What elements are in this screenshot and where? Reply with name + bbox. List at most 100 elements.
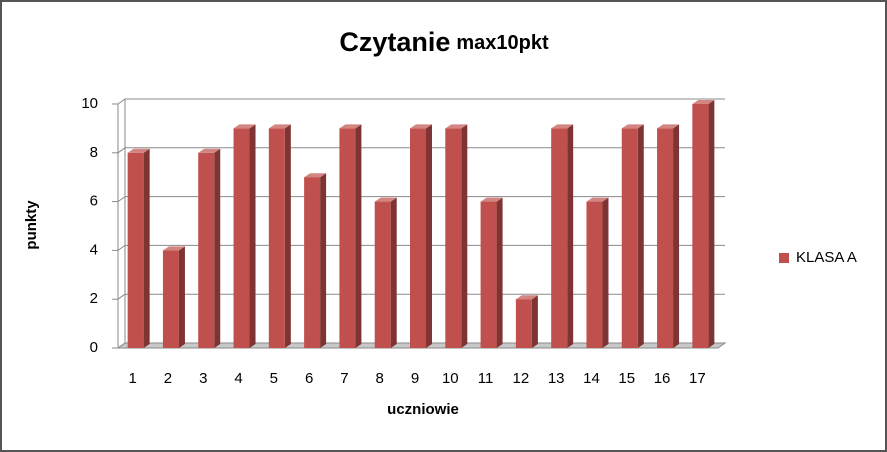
- title-main: Czytanie: [339, 27, 450, 57]
- bar: [198, 148, 221, 348]
- bar-front: [410, 128, 426, 348]
- x-tick-label: 13: [548, 370, 565, 387]
- bar-top: [586, 197, 609, 202]
- x-tick-label: 9: [411, 370, 419, 387]
- bar: [515, 295, 538, 348]
- bar-side: [602, 197, 609, 348]
- bar-front: [657, 128, 674, 348]
- bar: [480, 197, 503, 348]
- y-tick-label: 10: [81, 95, 98, 112]
- bar: [692, 100, 715, 348]
- bar: [586, 197, 609, 348]
- bar-top: [268, 124, 291, 129]
- bar-side: [496, 197, 503, 348]
- bar: [339, 124, 362, 349]
- bar-top: [445, 124, 468, 129]
- x-tick-label: 12: [513, 370, 530, 387]
- bar-side: [355, 124, 362, 349]
- bar-top: [162, 246, 185, 251]
- x-tick-label: 14: [583, 370, 600, 387]
- x-tick-label: 7: [340, 370, 348, 387]
- bar-top: [657, 124, 680, 129]
- bar-side: [178, 246, 185, 348]
- bar: [657, 124, 680, 349]
- x-tick-label: 6: [305, 370, 313, 387]
- x-tick-label: 3: [199, 370, 207, 387]
- bar-front: [374, 201, 391, 348]
- y-axis-title: punkty: [23, 200, 40, 250]
- y-tick-label: 4: [90, 241, 98, 258]
- bar-side: [390, 197, 397, 348]
- x-tick-label: 1: [128, 370, 136, 387]
- bar-top: [692, 100, 715, 104]
- x-tick-label: 17: [689, 370, 706, 387]
- bar: [162, 246, 185, 348]
- bar: [445, 124, 468, 349]
- bar-side: [567, 124, 574, 349]
- x-tick-label: 5: [270, 370, 278, 387]
- bar-top: [410, 124, 432, 129]
- bar-side: [143, 148, 150, 348]
- y-tick-label: 6: [90, 193, 98, 210]
- bar-top: [515, 295, 538, 300]
- bar-side: [426, 124, 432, 349]
- bar-front: [515, 299, 532, 348]
- grid-line-diag: [117, 196, 126, 203]
- bar: [233, 124, 256, 349]
- bar-front: [162, 250, 179, 348]
- bar-top: [233, 124, 256, 129]
- bar-top: [198, 148, 221, 153]
- grid-line-diag: [117, 293, 126, 300]
- bar-front: [445, 128, 462, 348]
- bar-front: [198, 152, 215, 348]
- bar-top: [374, 197, 397, 202]
- bar-front: [268, 128, 285, 348]
- bar-top: [480, 197, 503, 202]
- bar-front: [551, 128, 568, 348]
- bar-front: [233, 128, 250, 348]
- bar: [374, 197, 397, 348]
- bar: [410, 124, 432, 349]
- grid-line-diag: [117, 244, 126, 251]
- bar-front: [127, 152, 144, 348]
- bar-top: [339, 124, 362, 129]
- bar-side: [214, 148, 221, 348]
- title-sub: max10pkt: [456, 32, 549, 54]
- bar: [304, 173, 327, 348]
- bar-side: [249, 124, 256, 349]
- bar: [621, 124, 644, 349]
- bar-side: [673, 124, 680, 349]
- bar-top: [304, 173, 327, 178]
- grid-line-diag: [117, 147, 126, 154]
- bar-side: [320, 173, 327, 348]
- bar-side: [284, 124, 291, 349]
- bar-front: [304, 177, 321, 348]
- x-tick-label: 16: [654, 370, 671, 387]
- x-tick-label: 2: [164, 370, 172, 387]
- bar-front: [480, 201, 497, 348]
- bar-side: [637, 124, 644, 349]
- x-tick-label: 8: [376, 370, 384, 387]
- x-tick-label: 4: [234, 370, 242, 387]
- x-axis-title: uczniowie: [387, 401, 459, 418]
- bar: [551, 124, 574, 349]
- bar-front: [621, 128, 638, 348]
- legend-swatch: [779, 253, 789, 263]
- grid-line-diag: [117, 98, 126, 105]
- y-tick-label: 2: [90, 290, 98, 307]
- y-tick-label: 8: [90, 144, 98, 161]
- bar-top: [551, 124, 574, 129]
- bar-side: [461, 124, 468, 349]
- bar-front: [586, 201, 603, 348]
- x-tick-label: 11: [478, 370, 494, 387]
- bar-front: [692, 104, 709, 348]
- chart-title: Czytanie max10pkt: [339, 27, 549, 57]
- bar: [268, 124, 291, 349]
- grid-line-diag: [117, 342, 126, 349]
- legend-label: KLASA A: [796, 249, 857, 266]
- y-tick-label: 0: [90, 339, 98, 356]
- x-tick-label: 15: [618, 370, 635, 387]
- bar-top: [127, 148, 150, 153]
- x-tick-label: 10: [442, 370, 459, 387]
